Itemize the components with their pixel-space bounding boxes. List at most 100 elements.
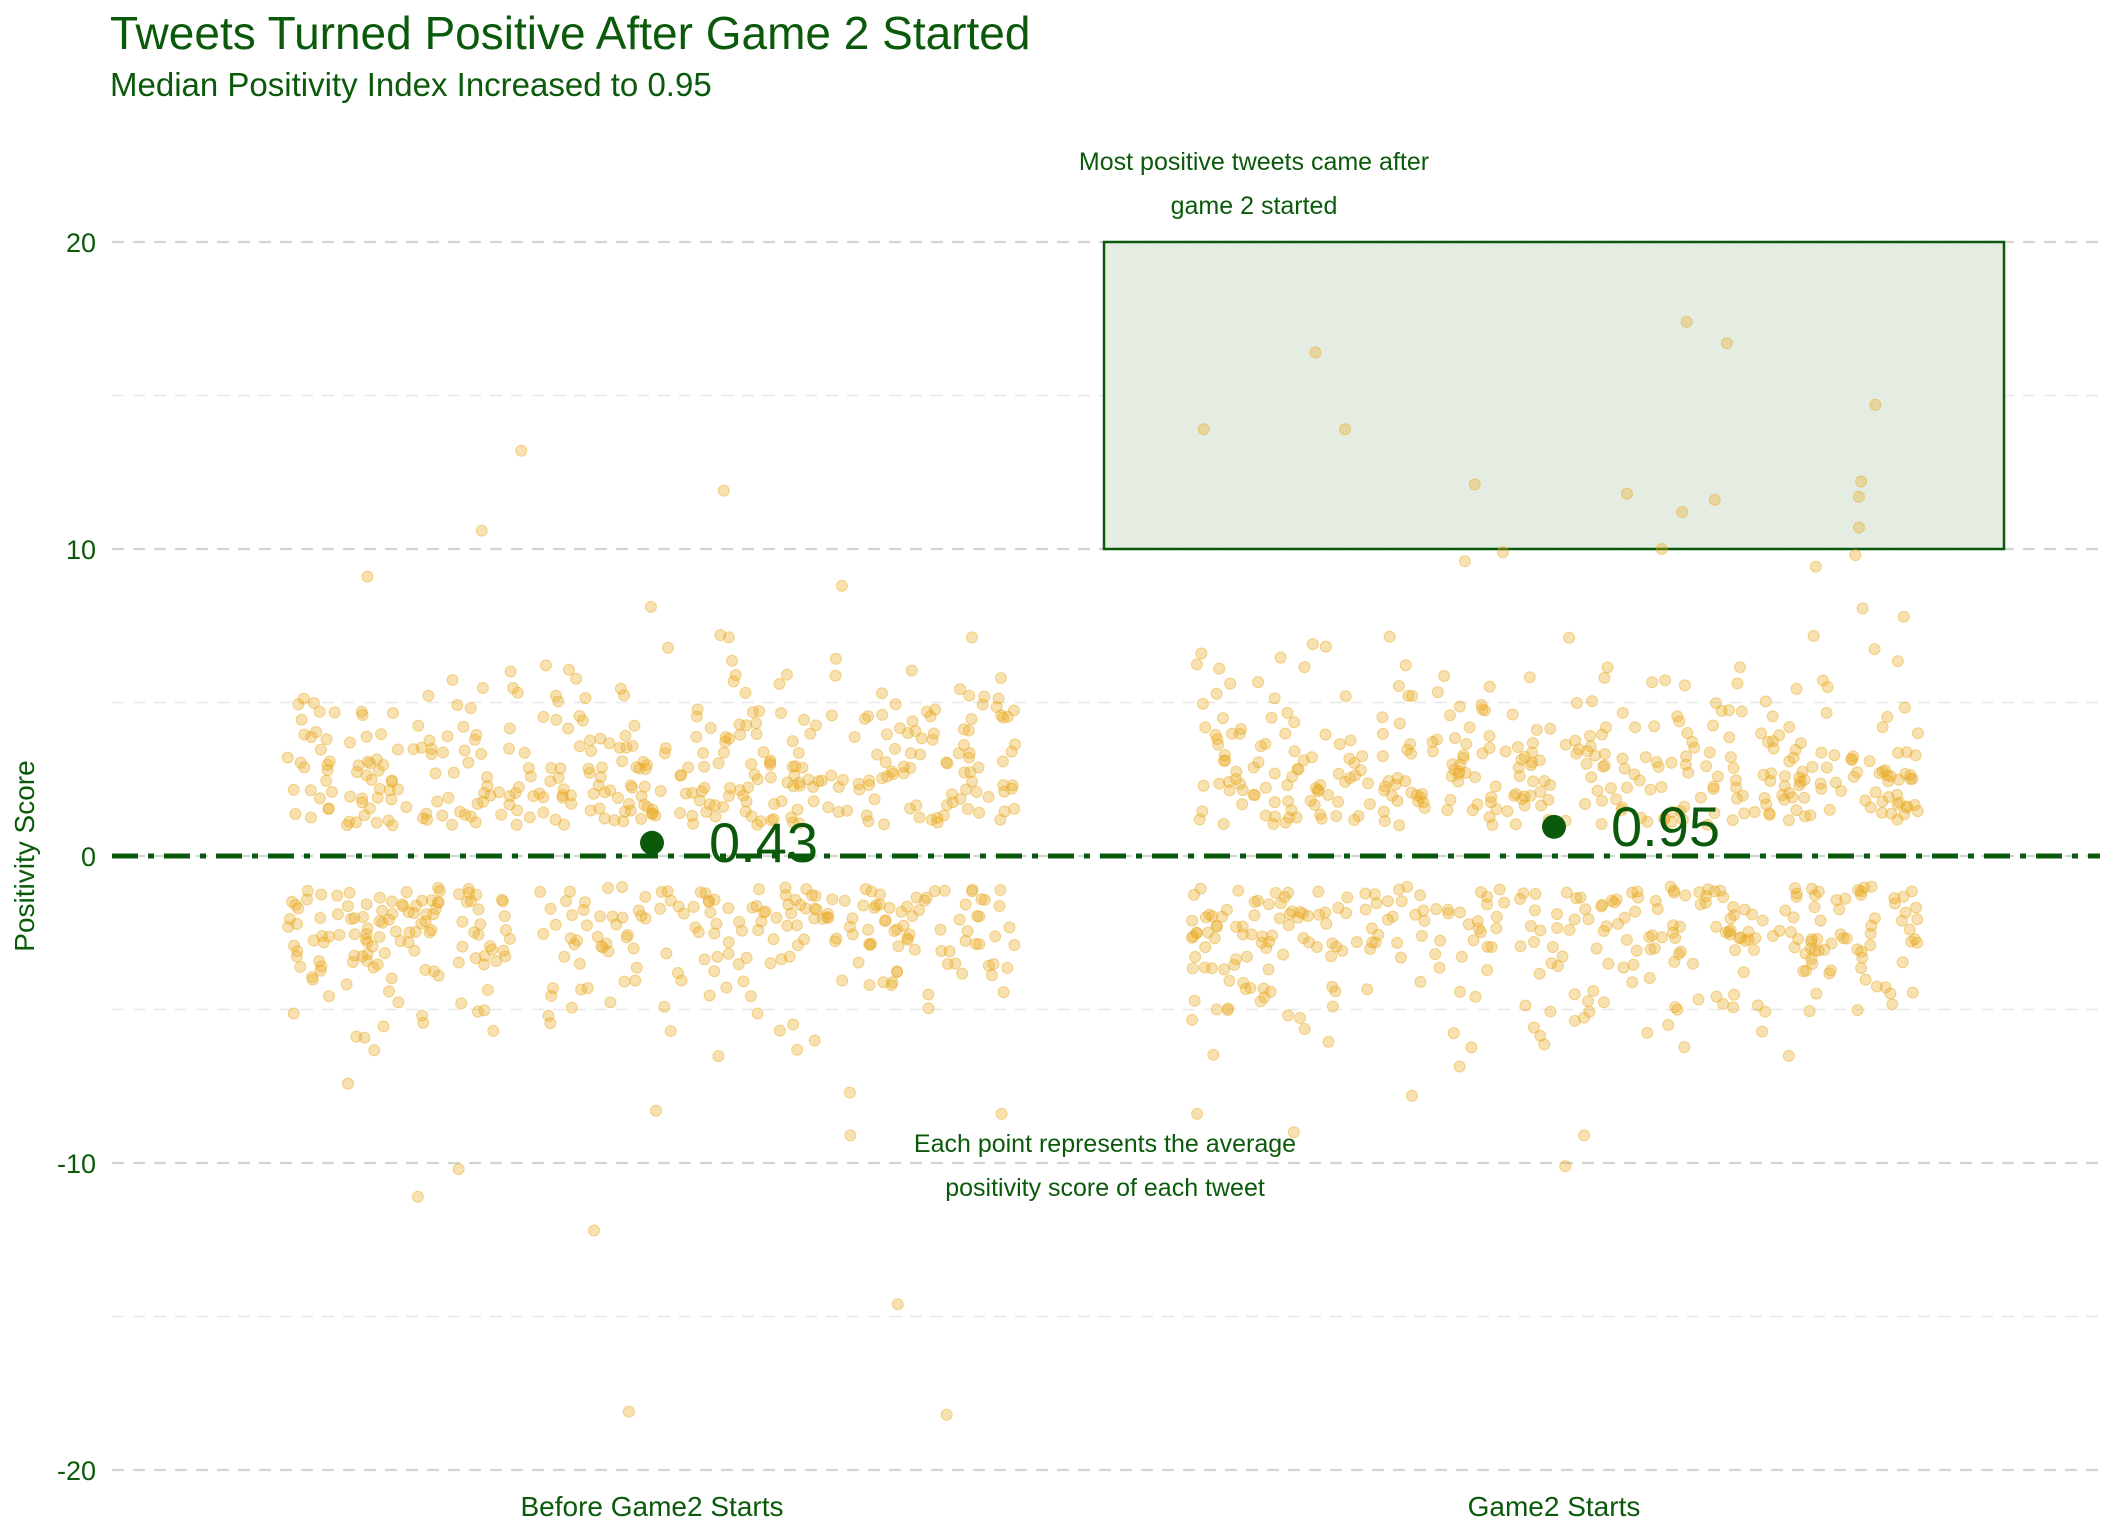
data-point — [1582, 995, 1595, 1008]
data-point — [503, 798, 516, 811]
data-point — [809, 889, 822, 902]
data-point — [969, 937, 982, 950]
data-point — [1441, 804, 1454, 817]
data-point — [1656, 931, 1669, 944]
data-point — [1372, 928, 1385, 941]
data-point — [719, 735, 732, 748]
data-point — [1792, 933, 1805, 946]
data-point — [1186, 962, 1199, 975]
data-point — [1266, 929, 1279, 942]
data-point — [1618, 762, 1631, 775]
data-point — [1414, 791, 1427, 804]
data-point — [886, 976, 899, 989]
data-point — [848, 731, 861, 744]
data-point — [880, 728, 893, 741]
data-point — [542, 1009, 555, 1022]
data-point — [843, 920, 856, 933]
data-point — [1906, 772, 1919, 785]
data-point — [288, 939, 301, 952]
data-point — [1526, 746, 1539, 759]
data-point — [1898, 808, 1911, 821]
data-point — [1534, 1029, 1547, 1042]
data-point — [331, 889, 344, 902]
data-point — [1239, 982, 1252, 995]
data-point — [1629, 905, 1642, 918]
data-point — [545, 761, 558, 774]
data-point — [1806, 760, 1819, 773]
data-point — [370, 816, 383, 829]
data-point — [901, 933, 914, 946]
data-point — [965, 713, 978, 726]
data-point — [633, 762, 646, 775]
data-point — [1529, 887, 1542, 900]
data-point — [1305, 751, 1318, 764]
data-point — [503, 790, 516, 803]
data-point — [1509, 818, 1522, 831]
data-point — [959, 934, 972, 947]
data-point — [1341, 891, 1354, 904]
data-point — [1615, 803, 1628, 816]
data-point — [1417, 904, 1430, 917]
data-point — [1714, 884, 1727, 897]
data-point — [717, 484, 730, 497]
data-point — [1394, 951, 1407, 964]
data-point — [527, 790, 540, 803]
data-point — [396, 898, 409, 911]
data-point — [1469, 990, 1482, 1003]
data-point — [565, 797, 578, 810]
data-point — [708, 799, 721, 812]
data-point — [1001, 710, 1014, 723]
data-point — [1405, 786, 1418, 799]
data-point — [1406, 689, 1419, 702]
data-point — [1652, 760, 1665, 773]
data-point — [1453, 700, 1466, 713]
data-point — [785, 907, 798, 920]
data-point — [1443, 709, 1456, 722]
data-point — [1722, 925, 1735, 938]
data-point — [469, 952, 482, 965]
data-point — [1724, 924, 1737, 937]
data-point — [799, 902, 812, 915]
data-point — [970, 785, 983, 798]
annotation-text: Most positive tweets came after — [1079, 148, 1429, 176]
data-point — [1804, 942, 1817, 955]
data-point — [664, 894, 677, 907]
data-point — [897, 760, 910, 773]
data-point — [321, 758, 334, 771]
data-point — [759, 905, 772, 918]
data-point — [1724, 928, 1737, 941]
data-point — [595, 940, 608, 953]
data-point — [1646, 929, 1659, 942]
data-point — [1226, 727, 1239, 740]
data-point — [920, 705, 933, 718]
data-point — [641, 801, 654, 814]
data-point — [613, 741, 626, 754]
data-point — [1611, 917, 1624, 930]
data-point — [1391, 771, 1404, 784]
data-point — [1283, 907, 1296, 920]
data-point — [470, 728, 483, 741]
data-point — [1876, 795, 1889, 808]
data-point — [343, 815, 356, 828]
data-point — [1490, 803, 1503, 816]
data-point — [1383, 630, 1396, 643]
data-point — [690, 710, 703, 723]
data-point — [1584, 740, 1597, 753]
data-point — [1701, 818, 1714, 831]
data-point — [1223, 784, 1236, 797]
data-point — [1708, 493, 1721, 506]
data-point — [476, 681, 489, 694]
data-point — [367, 961, 380, 974]
data-point — [1229, 953, 1242, 966]
data-point — [1292, 763, 1305, 776]
data-point — [1646, 676, 1659, 689]
data-point — [1273, 912, 1286, 925]
data-point — [1325, 950, 1338, 963]
data-point — [478, 958, 491, 971]
data-point — [1605, 894, 1618, 907]
data-point — [1237, 976, 1250, 989]
data-point — [1629, 721, 1642, 734]
data-point — [394, 934, 407, 947]
data-point — [558, 950, 571, 963]
data-point — [1288, 745, 1301, 758]
